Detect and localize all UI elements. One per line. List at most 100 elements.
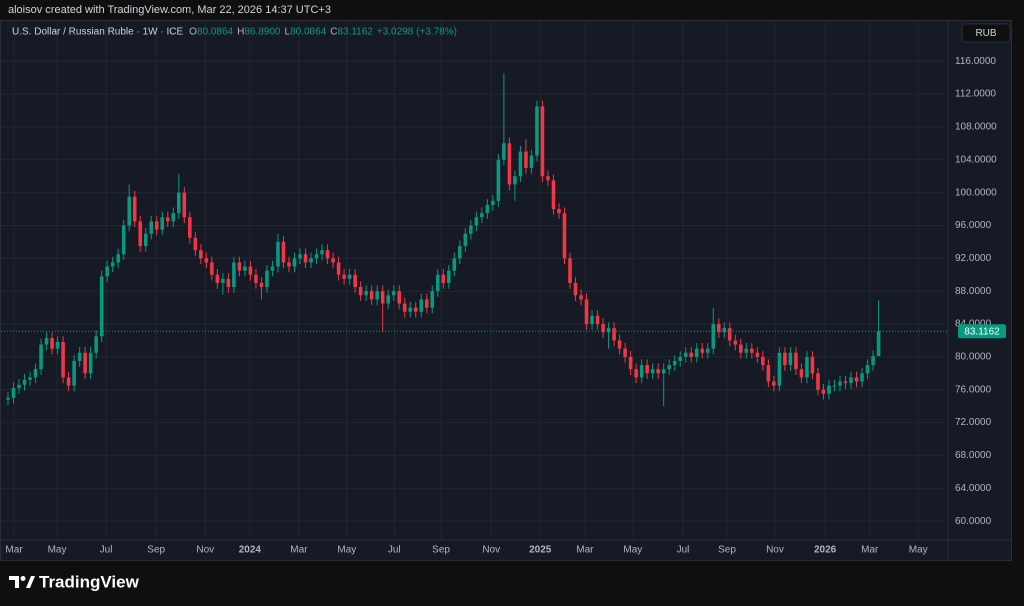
candle-body <box>165 217 170 222</box>
candle-body <box>309 258 313 263</box>
candle-body <box>623 348 627 357</box>
candle-body <box>143 233 148 247</box>
candle-body <box>777 352 782 386</box>
candle-body <box>794 352 798 370</box>
candle-body <box>513 176 517 185</box>
candle-body <box>397 291 401 304</box>
candle-body <box>259 282 264 288</box>
candle-body <box>72 360 76 386</box>
ohlc-value: 83.1162 <box>337 27 373 38</box>
x-tick-label: 2026 <box>814 545 837 556</box>
candle-body <box>127 196 132 226</box>
candle-body <box>413 307 418 312</box>
candle-body <box>94 336 98 353</box>
candle-body <box>584 299 589 325</box>
y-tick-label: 100.0000 <box>955 187 997 198</box>
candle-body <box>193 237 198 251</box>
candle-body <box>154 221 159 230</box>
y-tick-label: 76.0000 <box>955 384 992 395</box>
candle-body <box>424 299 429 308</box>
candle-body <box>83 352 87 374</box>
candle-body <box>568 258 572 283</box>
candle-body <box>314 254 319 259</box>
candle-body <box>529 155 534 168</box>
candle-body <box>204 258 209 263</box>
candle-body <box>645 365 649 374</box>
symbol: U.S. Dollar / Russian Ruble · 1W · ICE <box>12 27 183 38</box>
candle-body <box>11 388 16 398</box>
candle-body <box>419 299 424 312</box>
candle-body <box>149 221 154 234</box>
candle-body <box>276 241 280 267</box>
candle-body <box>39 344 43 370</box>
candle-body <box>700 348 705 353</box>
candle-body <box>375 291 379 300</box>
candle-body <box>772 381 776 386</box>
candle-body <box>535 106 539 156</box>
candle-body <box>788 352 793 366</box>
ohlc-key: O <box>189 27 197 38</box>
candle-body <box>728 328 732 341</box>
candle-body <box>595 315 600 325</box>
candle-body <box>628 356 633 370</box>
x-tick-label: May <box>909 545 928 556</box>
candle-body <box>33 369 38 378</box>
ohlc-key: L <box>285 27 291 38</box>
x-tick-label: Jul <box>388 545 401 556</box>
x-tick-label: 2024 <box>239 545 262 556</box>
candle-body <box>182 192 187 218</box>
legend: U.S. Dollar / Russian Ruble · 1W · ICE O 8… <box>12 27 457 38</box>
candle-body <box>590 315 594 325</box>
y-tick-label: 116.0000 <box>955 56 996 67</box>
candle-body <box>474 217 479 226</box>
brand: TradingView <box>39 572 140 591</box>
candle-body <box>210 262 214 275</box>
candle-body <box>606 328 611 333</box>
candle-body <box>105 266 109 277</box>
x-tick-label: 2025 <box>529 545 552 556</box>
candle-body <box>292 258 297 267</box>
currency-button[interactable] <box>961 23 1011 43</box>
candle-body <box>540 106 545 177</box>
candle-body <box>44 337 49 345</box>
candle-body <box>518 151 523 177</box>
candle-body <box>799 369 804 378</box>
candle-body <box>551 180 556 210</box>
candle-body <box>805 356 809 378</box>
candle-body <box>215 274 220 283</box>
x-tick-label: Mar <box>5 545 23 556</box>
y-tick-label: 60.0000 <box>955 516 992 527</box>
candle-body <box>17 384 21 389</box>
last-price-label: 83.1162 <box>964 326 1000 337</box>
candle-body <box>441 274 446 283</box>
candle-body <box>303 254 308 263</box>
candle-body <box>639 365 644 378</box>
candle-body <box>491 200 495 205</box>
candle-body <box>854 377 859 382</box>
candle-body <box>816 373 820 390</box>
candle-body <box>6 397 10 400</box>
candle-body <box>469 225 473 234</box>
candle-body <box>496 159 501 201</box>
logo-mark <box>9 576 19 588</box>
x-tick-label: Sep <box>432 545 450 556</box>
candle-body <box>524 151 528 168</box>
y-tick-label: 84.0000 <box>955 319 992 330</box>
candle-body <box>22 379 27 385</box>
candle-body <box>353 274 357 288</box>
y-tick-label: 72.0000 <box>955 417 992 428</box>
y-tick-label: 96.0000 <box>955 220 992 231</box>
candle-body <box>336 262 341 275</box>
candle-body <box>391 291 396 296</box>
candle-body <box>849 377 853 384</box>
candle-body <box>838 381 842 386</box>
logo <box>9 576 35 588</box>
candle-body <box>132 196 137 222</box>
candle-body <box>171 213 176 222</box>
y-tick-label: 112.0000 <box>955 89 996 100</box>
candle-body <box>226 278 231 288</box>
last-price-tag <box>958 324 1006 339</box>
x-tick-label: Mar <box>861 545 879 556</box>
candle-body <box>722 328 727 333</box>
candle-body <box>320 250 324 255</box>
